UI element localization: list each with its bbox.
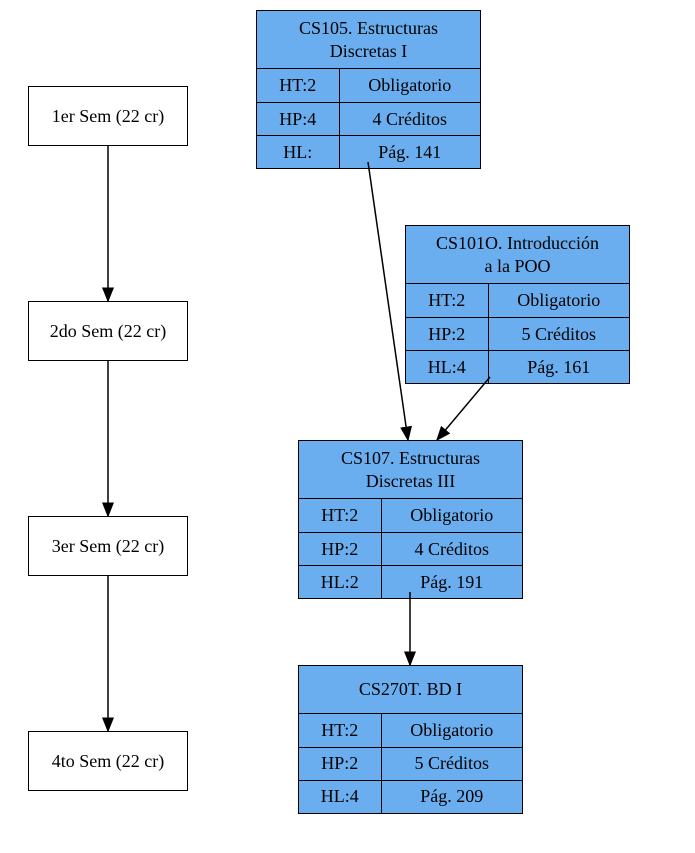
course-cell-right: 4 Créditos xyxy=(340,102,481,135)
semester-box-3: 3er Sem (22 cr) xyxy=(28,516,188,576)
prereq-arrow-1 xyxy=(368,162,408,440)
course-box-cs101o: CS101O. Introduccióna la POOHT:2Obligato… xyxy=(405,225,630,384)
course-cell-left: HL:4 xyxy=(406,350,489,383)
course-cell-right: Obligatorio xyxy=(340,69,481,102)
course-box-cs105: CS105. EstructurasDiscretas IHT:2Obligat… xyxy=(256,10,481,169)
course-row: HL:4Pág. 161 xyxy=(406,350,629,383)
course-cell-left: HL:4 xyxy=(299,780,382,813)
course-row: HL:Pág. 141 xyxy=(257,135,480,168)
semester-box-2: 2do Sem (22 cr) xyxy=(28,301,188,361)
course-row: HT:2Obligatorio xyxy=(257,69,480,102)
course-cell-right: Obligatorio xyxy=(382,499,523,532)
course-row: HP:24 Créditos xyxy=(299,532,522,565)
course-cell-right: 5 Créditos xyxy=(489,317,630,350)
course-cell-right: Obligatorio xyxy=(382,714,523,747)
course-cell-right: 5 Créditos xyxy=(382,747,523,780)
semester-label: 1er Sem (22 cr) xyxy=(52,106,164,127)
prereq-arrow-2 xyxy=(437,377,490,440)
course-cell-left: HP:2 xyxy=(406,317,489,350)
course-title: CS107. EstructurasDiscretas III xyxy=(299,441,522,499)
course-cell-left: HP:2 xyxy=(299,747,382,780)
course-row: HL:2Pág. 191 xyxy=(299,565,522,598)
course-row: HL:4Pág. 209 xyxy=(299,780,522,813)
semester-box-4: 4to Sem (22 cr) xyxy=(28,731,188,791)
course-cell-left: HL: xyxy=(257,135,340,168)
course-cell-right: 4 Créditos xyxy=(382,532,523,565)
course-cell-left: HL:2 xyxy=(299,565,382,598)
course-cell-left: HP:4 xyxy=(257,102,340,135)
course-cell-left: HT:2 xyxy=(299,714,382,747)
course-title: CS270T. BD I xyxy=(299,666,522,714)
diagram-canvas: 1er Sem (22 cr) 2do Sem (22 cr) 3er Sem (2… xyxy=(0,0,695,853)
course-box-cs270t: CS270T. BD IHT:2ObligatorioHP:25 Crédito… xyxy=(298,665,523,814)
course-row: HP:25 Créditos xyxy=(299,747,522,780)
course-row: HP:25 Créditos xyxy=(406,317,629,350)
course-cell-left: HT:2 xyxy=(299,499,382,532)
semester-label: 4to Sem (22 cr) xyxy=(52,751,164,772)
semester-box-1: 1er Sem (22 cr) xyxy=(28,86,188,146)
course-cell-right: Pág. 191 xyxy=(382,565,523,598)
course-row: HT:2Obligatorio xyxy=(299,499,522,532)
course-row: HP:44 Créditos xyxy=(257,102,480,135)
course-row: HT:2Obligatorio xyxy=(406,284,629,317)
course-cell-left: HT:2 xyxy=(257,69,340,102)
course-cell-left: HP:2 xyxy=(299,532,382,565)
course-cell-right: Obligatorio xyxy=(489,284,630,317)
semester-label: 2do Sem (22 cr) xyxy=(50,321,166,342)
course-title: CS105. EstructurasDiscretas I xyxy=(257,11,480,69)
semester-label: 3er Sem (22 cr) xyxy=(52,536,164,557)
course-cell-right: Pág. 141 xyxy=(340,135,481,168)
course-row: HT:2Obligatorio xyxy=(299,714,522,747)
course-cell-left: HT:2 xyxy=(406,284,489,317)
course-title: CS101O. Introduccióna la POO xyxy=(406,226,629,284)
course-cell-right: Pág. 161 xyxy=(489,350,630,383)
course-box-cs107: CS107. EstructurasDiscretas IIIHT:2Oblig… xyxy=(298,440,523,599)
course-cell-right: Pág. 209 xyxy=(382,780,523,813)
